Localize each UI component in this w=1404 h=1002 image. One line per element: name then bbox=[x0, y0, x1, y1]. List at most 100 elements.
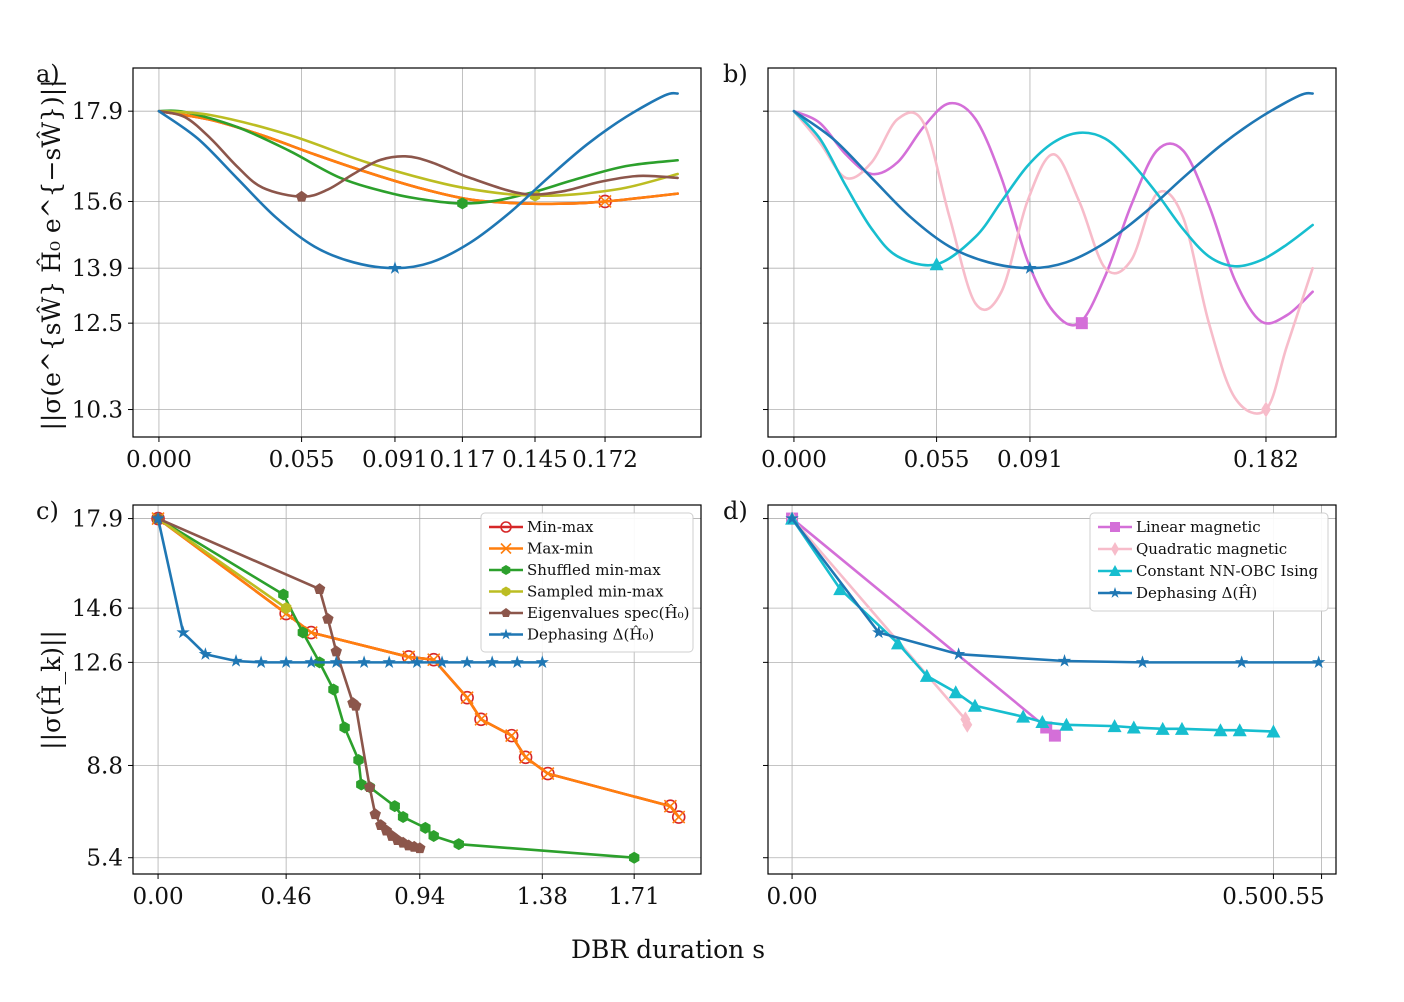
legend-label: Eigenvalues spec(Ĥ₀) bbox=[527, 604, 689, 622]
series-line-quadratic bbox=[790, 517, 969, 727]
legend-marker bbox=[500, 521, 512, 533]
marker-shuffled bbox=[457, 197, 468, 210]
legend-label: Min-max bbox=[527, 518, 594, 536]
x-tick-label: 0.055 bbox=[269, 447, 335, 473]
point-shuffled bbox=[453, 838, 464, 851]
x-tick-label: 0.145 bbox=[502, 447, 568, 473]
panel-label-d: d) bbox=[723, 497, 748, 525]
marker-linear bbox=[1075, 317, 1088, 330]
series-group bbox=[792, 91, 1314, 418]
point-sampled bbox=[280, 602, 292, 615]
series-line-sampled bbox=[156, 517, 288, 610]
marker-dephasing_d bbox=[1023, 261, 1037, 274]
point-shuffled bbox=[356, 778, 367, 791]
point-ising bbox=[1016, 709, 1031, 723]
x-tick-label: 0.500.55 bbox=[1222, 884, 1324, 910]
legend: Linear magnetic Quadratic magnetic Constan… bbox=[1089, 512, 1329, 612]
y-tick-label: 5.4 bbox=[86, 846, 123, 872]
point-minmax bbox=[671, 810, 686, 824]
point-ising bbox=[890, 636, 905, 650]
legend-label: Linear magnetic bbox=[1136, 518, 1261, 536]
panel-b: 0.000 0.055 0.091 0.182 b) bbox=[723, 60, 1337, 473]
point-ising bbox=[919, 668, 934, 682]
point-ising bbox=[1107, 719, 1122, 733]
point-shuffled bbox=[428, 830, 439, 843]
legend-marker bbox=[1109, 565, 1121, 576]
x-tick-label: 0.000 bbox=[126, 447, 192, 473]
x-tick-label: 0.117 bbox=[429, 447, 495, 473]
series-line-quadratic bbox=[792, 109, 1314, 415]
point-maxmin bbox=[304, 625, 318, 640]
point-minmax bbox=[474, 712, 488, 727]
series-line-dephasing_d bbox=[792, 91, 1314, 270]
point-dephasing bbox=[198, 647, 213, 660]
y-tick-label: 17.9 bbox=[72, 99, 123, 125]
legend-marker bbox=[1109, 587, 1121, 598]
x-tick-label: 0.091 bbox=[997, 447, 1063, 473]
point-dephasing bbox=[485, 655, 499, 669]
point-minmax bbox=[504, 728, 519, 743]
point-dephasing_d bbox=[1234, 655, 1249, 669]
x-tick-label: 1.71 bbox=[609, 884, 660, 910]
legend-label: Dephasing Δ(Ĥ) bbox=[1136, 584, 1257, 602]
x-tick-label: 0.00 bbox=[132, 884, 183, 910]
point-dephasing bbox=[357, 655, 371, 669]
legend-label: Max-min bbox=[527, 540, 594, 558]
y-axis-label-bottom: ||σ(Ĥ_k)|| bbox=[37, 630, 67, 750]
point-dephasing bbox=[176, 625, 190, 639]
panel-a: 0.000 0.055 0.091 0.117 0.145 0.172 17.9 15.6 13… bbox=[36, 60, 702, 473]
point-maxmin bbox=[505, 729, 519, 743]
panel-c: 0.00 0.46 0.94 1.38 1.71 17.9 14.6 12.6 8.8 5.4 c)… bbox=[36, 497, 702, 910]
point-dephasing bbox=[229, 654, 243, 667]
point-ising bbox=[1059, 717, 1074, 731]
point-dephasing bbox=[435, 655, 449, 669]
marker-quadratic bbox=[1260, 401, 1271, 418]
legend-marker bbox=[501, 608, 511, 618]
y-tick-label: 15.6 bbox=[72, 189, 123, 215]
point-ising bbox=[1126, 720, 1141, 734]
series-line-eigen bbox=[157, 109, 679, 199]
point-dephasing bbox=[304, 655, 318, 669]
point-ising bbox=[1174, 721, 1189, 735]
x-tick-label: 1.38 bbox=[517, 884, 568, 910]
point-eigen bbox=[313, 583, 326, 594]
x-tick-label: 0.46 bbox=[261, 884, 312, 910]
point-minmax bbox=[518, 750, 533, 765]
point-ising bbox=[948, 685, 963, 699]
point-eigen bbox=[369, 808, 381, 820]
legend-marker bbox=[1110, 522, 1120, 532]
series-line-dephasing bbox=[156, 517, 544, 664]
series-line-linear bbox=[792, 101, 1314, 327]
point-minmax bbox=[541, 766, 555, 781]
point-dephasing_d bbox=[1057, 654, 1072, 667]
panel-d: 0.00 0.500.55 d) Linear magnetic Quadratic m… bbox=[723, 497, 1337, 910]
axes-frame bbox=[767, 504, 1337, 875]
series-line-eigen bbox=[156, 517, 422, 850]
point-ising bbox=[1035, 715, 1050, 729]
point-dephasing_d bbox=[951, 647, 966, 660]
axes-frame bbox=[132, 67, 702, 438]
legend-box bbox=[480, 512, 694, 653]
point-dephasing bbox=[382, 655, 396, 669]
series-line-ising bbox=[790, 517, 1275, 733]
point-dephasing bbox=[510, 655, 524, 669]
marker-eigen bbox=[295, 190, 308, 202]
legend-marker bbox=[500, 542, 512, 555]
series-line-linear bbox=[790, 517, 1057, 737]
point-eigen bbox=[330, 645, 342, 657]
marker-ising bbox=[929, 257, 944, 271]
legend-label: Sampled min-max bbox=[527, 583, 664, 601]
x-tick-label: 0.172 bbox=[572, 447, 638, 473]
y-tick-label: 17.9 bbox=[72, 507, 123, 533]
point-maxmin bbox=[474, 712, 488, 726]
point-maxmin bbox=[460, 691, 474, 705]
legend-label: Constant NN-OBC Ising bbox=[1136, 562, 1319, 580]
point-ising bbox=[1266, 724, 1281, 738]
y-axis-label-top: ||σ(e^{sŴ} Ĥ₀ e^{−sŴ})|| bbox=[37, 79, 67, 430]
point-dephasing bbox=[151, 511, 165, 525]
x-tick-label: 0.000 bbox=[761, 447, 827, 473]
point-eigen bbox=[350, 699, 362, 711]
point-dephasing_d bbox=[785, 511, 799, 525]
panel-label-c: c) bbox=[36, 497, 59, 525]
